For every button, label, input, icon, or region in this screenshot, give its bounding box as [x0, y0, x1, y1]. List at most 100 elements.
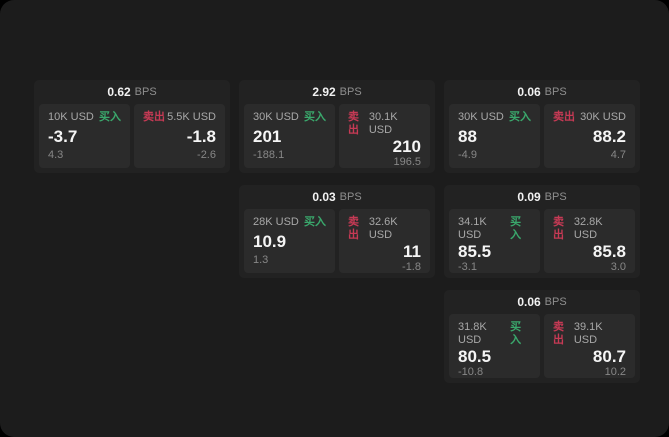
- buy-price: 80.5: [458, 347, 492, 366]
- buy-price: 88: [458, 127, 477, 146]
- sell-price: 85.8: [592, 242, 626, 261]
- buy-panel-header: 10K USD 买入: [48, 111, 121, 124]
- quote-card: 0.06 BPS 30K USD 买入 88 -4.9 卖出 30K USD 8…: [444, 80, 640, 173]
- sell-panel-header: 卖出 5.5K USD: [143, 111, 216, 124]
- sell-delta: 10.2: [604, 366, 626, 378]
- sell-price: 80.7: [592, 347, 626, 366]
- sell-panel[interactable]: 卖出 39.1K USD 80.7 10.2: [544, 314, 635, 378]
- bps-value: 0.03: [312, 190, 336, 204]
- quote-card: 0.09 BPS 34.1K USD 买入 85.5 -3.1 卖出 32.8K…: [444, 185, 640, 278]
- cards-grid: 0.62 BPS 10K USD 买入 -3.7 4.3 卖出 5.5K USD…: [34, 80, 640, 383]
- buy-tag: 买入: [304, 216, 326, 228]
- sell-notional: 30K USD: [580, 111, 626, 123]
- buy-delta: 4.3: [48, 149, 64, 161]
- sell-panel[interactable]: 卖出 30.1K USD 210 196.5: [339, 104, 430, 168]
- buy-delta: -3.1: [458, 261, 477, 273]
- buy-tag: 买入: [510, 321, 522, 346]
- buy-notional: 10K USD: [48, 111, 94, 123]
- bps-value: 0.09: [517, 190, 541, 204]
- sell-tag: 卖出: [143, 111, 165, 123]
- sell-panel-header: 卖出 30.1K USD: [348, 111, 421, 137]
- sell-delta: -1.8: [402, 261, 421, 273]
- bps-value: 0.06: [517, 295, 541, 309]
- card-header: 0.09 BPS: [449, 185, 635, 209]
- card-header: 2.92 BPS: [244, 80, 430, 104]
- sell-delta: 4.7: [610, 149, 626, 161]
- buy-tag: 买入: [99, 111, 121, 123]
- bps-value: 0.06: [517, 85, 541, 99]
- bps-unit-label: BPS: [544, 191, 567, 203]
- sell-notional: 39.1K USD: [573, 321, 603, 346]
- buy-price: 201: [253, 127, 282, 146]
- sell-delta: 3.0: [610, 261, 626, 273]
- buy-price: 10.9: [253, 232, 287, 251]
- card-header: 0.06 BPS: [449, 290, 635, 314]
- sell-panel-header: 卖出 39.1K USD: [553, 321, 626, 347]
- buy-notional: 34.1K USD: [458, 216, 487, 241]
- buy-notional: 31.8K USD: [458, 321, 487, 346]
- bps-unit-label: BPS: [339, 86, 362, 98]
- bps-unit-label: BPS: [544, 86, 567, 98]
- buy-panel-header: 34.1K USD 买入: [458, 216, 531, 242]
- buy-panel-header: 30K USD 买入: [253, 111, 326, 124]
- quote-panels: 30K USD 买入 201 -188.1 卖出 30.1K USD 210 1…: [244, 104, 430, 168]
- sell-notional: 32.8K USD: [573, 216, 603, 241]
- sell-price: -1.8: [186, 127, 216, 146]
- quote-card: 0.06 BPS 31.8K USD 买入 80.5 -10.8 卖出 39.1…: [444, 290, 640, 383]
- sell-price: 88.2: [592, 127, 626, 146]
- sell-price: 210: [392, 137, 421, 156]
- sell-tag: 卖出: [553, 216, 564, 241]
- buy-notional: 28K USD: [253, 216, 299, 228]
- sell-delta: 196.5: [393, 156, 421, 168]
- buy-tag: 买入: [510, 216, 522, 241]
- sell-delta: -2.6: [197, 149, 216, 161]
- buy-panel[interactable]: 28K USD 买入 10.9 1.3: [244, 209, 335, 273]
- sell-notional: 5.5K USD: [167, 111, 216, 123]
- sell-panel[interactable]: 卖出 32.6K USD 11 -1.8: [339, 209, 430, 273]
- quote-panels: 31.8K USD 买入 80.5 -10.8 卖出 39.1K USD 80.…: [449, 314, 635, 378]
- buy-panel[interactable]: 34.1K USD 买入 85.5 -3.1: [449, 209, 540, 273]
- buy-panel-header: 31.8K USD 买入: [458, 321, 531, 347]
- sell-panel[interactable]: 卖出 30K USD 88.2 4.7: [544, 104, 635, 168]
- buy-notional: 30K USD: [253, 111, 299, 123]
- sell-tag: 卖出: [348, 111, 359, 136]
- quote-panels: 34.1K USD 买入 85.5 -3.1 卖出 32.8K USD 85.8…: [449, 209, 635, 273]
- quote-card: 0.03 BPS 28K USD 买入 10.9 1.3 卖出 32.6K US…: [239, 185, 435, 278]
- sell-panel-header: 卖出 32.6K USD: [348, 216, 421, 242]
- quote-card: 0.62 BPS 10K USD 买入 -3.7 4.3 卖出 5.5K USD…: [34, 80, 230, 173]
- quote-card: 2.92 BPS 30K USD 买入 201 -188.1 卖出 30.1K …: [239, 80, 435, 173]
- buy-delta: -10.8: [458, 366, 484, 378]
- sell-notional: 30.1K USD: [368, 111, 398, 136]
- buy-notional: 30K USD: [458, 111, 504, 123]
- bps-value: 2.92: [312, 85, 336, 99]
- bps-unit-label: BPS: [339, 191, 362, 203]
- buy-panel[interactable]: 31.8K USD 买入 80.5 -10.8: [449, 314, 540, 378]
- buy-price: -3.7: [48, 127, 78, 146]
- sell-tag: 卖出: [553, 321, 564, 346]
- quote-panels: 28K USD 买入 10.9 1.3 卖出 32.6K USD 11 -1.8: [244, 209, 430, 273]
- sell-panel-header: 卖出 32.8K USD: [553, 216, 626, 242]
- buy-price: 85.5: [458, 242, 492, 261]
- buy-panel[interactable]: 30K USD 买入 88 -4.9: [449, 104, 540, 168]
- buy-tag: 买入: [509, 111, 531, 123]
- quote-panels: 30K USD 买入 88 -4.9 卖出 30K USD 88.2 4.7: [449, 104, 635, 168]
- sell-tag: 卖出: [348, 216, 359, 241]
- buy-panel[interactable]: 30K USD 买入 201 -188.1: [244, 104, 335, 168]
- buy-delta: -188.1: [253, 149, 285, 161]
- buy-panel-header: 28K USD 买入: [253, 216, 326, 229]
- bps-unit-label: BPS: [134, 86, 157, 98]
- buy-tag: 买入: [304, 111, 326, 123]
- sell-tag: 卖出: [553, 111, 575, 123]
- buy-delta: -4.9: [458, 149, 477, 161]
- card-header: 0.62 BPS: [39, 80, 225, 104]
- card-header: 0.06 BPS: [449, 80, 635, 104]
- sell-panel[interactable]: 卖出 32.8K USD 85.8 3.0: [544, 209, 635, 273]
- bps-value: 0.62: [107, 85, 131, 99]
- sell-panel-header: 卖出 30K USD: [553, 111, 626, 124]
- buy-delta: 1.3: [253, 254, 269, 266]
- bps-unit-label: BPS: [544, 296, 567, 308]
- sell-panel[interactable]: 卖出 5.5K USD -1.8 -2.6: [134, 104, 225, 168]
- sell-price: 11: [403, 242, 421, 261]
- buy-panel[interactable]: 10K USD 买入 -3.7 4.3: [39, 104, 130, 168]
